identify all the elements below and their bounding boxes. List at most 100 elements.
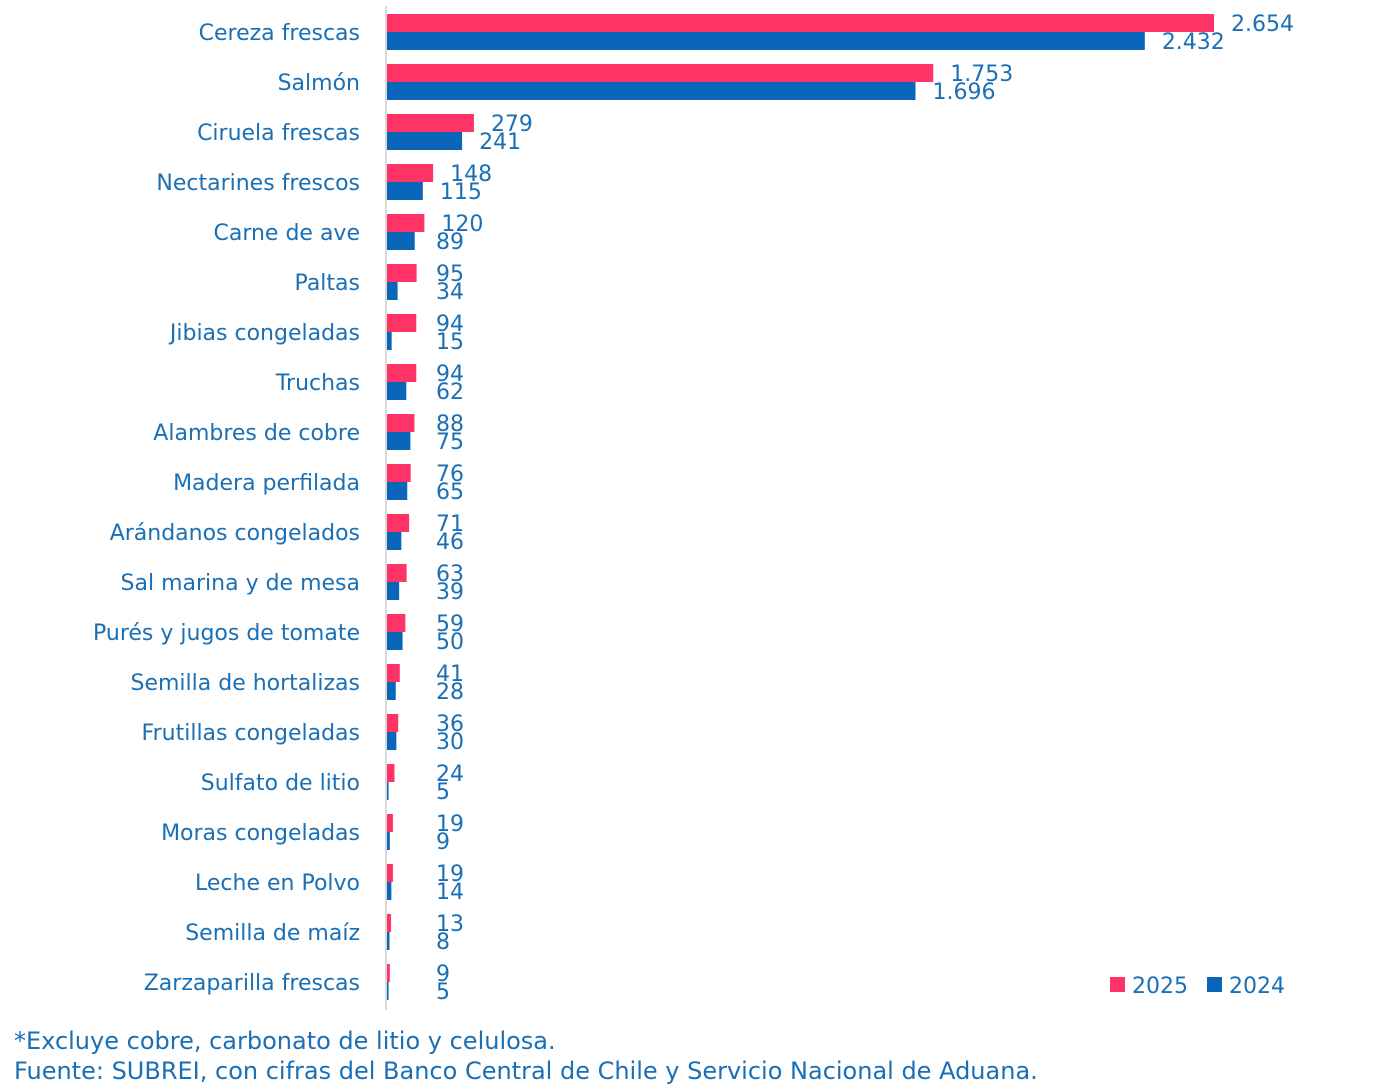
category-label-item-7: Jibias congeladas xyxy=(168,321,360,346)
bar-2025-item-4 xyxy=(387,164,434,182)
footnote-exclusion: *Excluye cobre, carbonato de litio y cel… xyxy=(14,1027,556,1055)
bar-2025-item-1 xyxy=(387,14,1214,32)
bar-2025-item-12 xyxy=(387,564,407,582)
bar-2025-item-5 xyxy=(387,214,425,232)
bar-2025-item-11 xyxy=(387,514,410,532)
bar-2025-item-13 xyxy=(387,614,406,632)
value-label-2024-item-17: 9 xyxy=(436,830,450,855)
bar-2025-item-10 xyxy=(387,464,411,482)
bar-2024-item-9 xyxy=(387,432,411,450)
value-label-2024-item-18: 14 xyxy=(436,880,464,905)
legend-label-2025: 2025 xyxy=(1132,974,1188,999)
category-label-item-20: Zarzaparilla frescas xyxy=(144,971,360,996)
value-label-2024-item-13: 50 xyxy=(436,630,464,655)
category-label-item-5: Carne de ave xyxy=(213,221,360,246)
value-label-2024-item-11: 46 xyxy=(436,530,464,555)
bar-2024-item-16 xyxy=(387,782,389,800)
value-label-2025-item-9: 88 xyxy=(436,412,464,437)
category-label-item-15: Frutillas congeladas xyxy=(142,721,360,746)
value-label-2024-item-12: 39 xyxy=(436,580,464,605)
bar-2025-item-2 xyxy=(387,64,934,82)
bar-2025-item-15 xyxy=(387,714,399,732)
category-label-item-19: Semilla de maíz xyxy=(185,921,360,946)
bar-2025-item-16 xyxy=(387,764,395,782)
bar-2024-item-13 xyxy=(387,632,403,650)
bar-2024-item-7 xyxy=(387,332,392,350)
value-label-2024-item-6: 34 xyxy=(436,280,464,305)
bar-2024-item-3 xyxy=(387,132,463,150)
value-label-2025-item-13: 59 xyxy=(436,612,464,637)
category-label-item-9: Alambres de cobre xyxy=(153,421,360,446)
value-label-2024-item-10: 65 xyxy=(436,480,464,505)
category-label-item-3: Ciruela frescas xyxy=(197,121,360,146)
value-label-2025-item-19: 13 xyxy=(436,912,464,937)
bar-2024-item-10 xyxy=(387,482,408,500)
value-label-2025-item-12: 63 xyxy=(436,562,464,587)
value-label-2024-item-14: 28 xyxy=(436,680,464,705)
bar-2024-item-18 xyxy=(387,882,392,900)
value-label-2025-item-6: 95 xyxy=(436,262,464,287)
category-label-item-13: Purés y jugos de tomate xyxy=(93,621,360,646)
value-label-2024-item-5: 89 xyxy=(436,230,464,255)
bar-2025-item-14 xyxy=(387,664,400,682)
value-label-2024-item-15: 30 xyxy=(436,730,464,755)
value-label-2025-item-8: 94 xyxy=(436,362,464,387)
category-label-item-10: Madera perfilada xyxy=(173,471,360,496)
value-label-2024-item-2: 1.696 xyxy=(932,80,995,105)
value-label-2025-item-18: 19 xyxy=(436,862,464,887)
value-label-2025-item-2: 1.753 xyxy=(950,62,1013,87)
value-label-2024-item-20: 5 xyxy=(436,980,450,1005)
category-label-item-2: Salmón xyxy=(278,71,360,96)
category-label-item-16: Sulfato de litio xyxy=(201,771,360,796)
value-label-2024-item-16: 5 xyxy=(436,780,450,805)
bar-2025-item-19 xyxy=(387,914,392,932)
category-label-item-6: Paltas xyxy=(295,271,360,296)
value-label-2024-item-7: 15 xyxy=(436,330,464,355)
value-label-2024-item-19: 8 xyxy=(436,930,450,955)
bar-2024-item-5 xyxy=(387,232,415,250)
bar-2024-item-12 xyxy=(387,582,400,600)
value-label-2024-item-9: 75 xyxy=(436,430,464,455)
category-label-item-12: Sal marina y de mesa xyxy=(121,571,360,596)
value-label-2024-item-8: 62 xyxy=(436,380,464,405)
bar-2025-item-7 xyxy=(387,314,417,332)
bars-layer xyxy=(387,14,1214,1000)
bar-2024-item-17 xyxy=(387,832,390,850)
value-label-2025-item-5: 120 xyxy=(441,212,483,237)
bar-2024-item-20 xyxy=(387,982,389,1000)
bar-2025-item-6 xyxy=(387,264,417,282)
value-label-2025-item-20: 9 xyxy=(436,962,450,987)
legend-swatch-2025 xyxy=(1110,977,1125,992)
bar-2025-item-3 xyxy=(387,114,474,132)
bar-2025-item-9 xyxy=(387,414,415,432)
bar-2024-item-19 xyxy=(387,932,390,950)
value-label-2024-item-1: 2.432 xyxy=(1162,30,1225,55)
category-label-item-18: Leche en Polvo xyxy=(195,871,360,896)
value-label-2025-item-7: 94 xyxy=(436,312,464,337)
value-label-2025-item-1: 2.654 xyxy=(1231,12,1294,37)
category-label-item-17: Moras congeladas xyxy=(161,821,360,846)
footnote-source: Fuente: SUBREI, con cifras del Banco Cen… xyxy=(14,1057,1038,1085)
value-label-2025-item-16: 24 xyxy=(436,762,464,787)
bar-2024-item-4 xyxy=(387,182,423,200)
value-label-2024-item-4: 115 xyxy=(440,180,482,205)
category-label-item-1: Cereza frescas xyxy=(199,21,360,46)
legend-label-2024: 2024 xyxy=(1229,974,1285,999)
legend: 2025 2024 xyxy=(1110,974,1285,999)
bar-2024-item-8 xyxy=(387,382,407,400)
value-label-2025-item-17: 19 xyxy=(436,812,464,837)
value-label-2025-item-11: 71 xyxy=(436,512,464,537)
bar-2025-item-8 xyxy=(387,364,417,382)
bar-2025-item-20 xyxy=(387,964,390,982)
bar-2025-item-18 xyxy=(387,864,393,882)
category-label-item-4: Nectarines frescos xyxy=(156,171,360,196)
value-label-2025-item-15: 36 xyxy=(436,712,464,737)
legend-swatch-2024 xyxy=(1207,977,1222,992)
value-label-2025-item-4: 148 xyxy=(450,162,492,187)
bar-2024-item-15 xyxy=(387,732,397,750)
category-label-item-8: Truchas xyxy=(275,371,360,396)
value-label-2025-item-10: 76 xyxy=(436,462,464,487)
bar-2025-item-17 xyxy=(387,814,393,832)
